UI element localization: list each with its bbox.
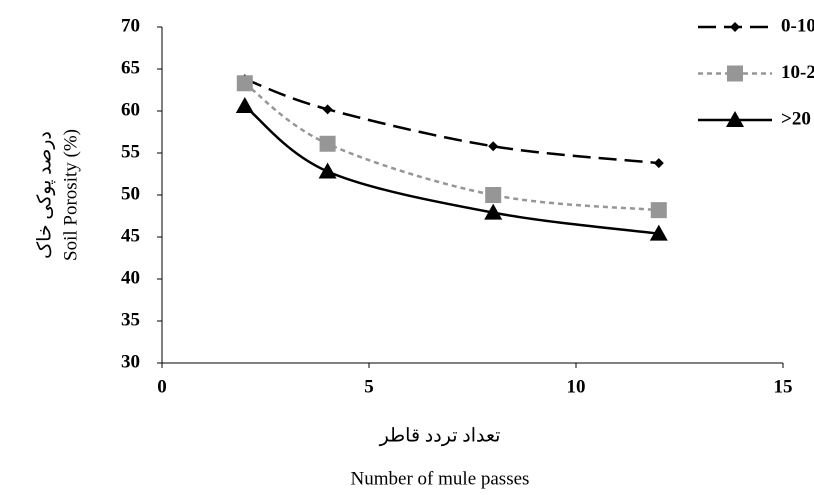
marker	[484, 203, 503, 220]
marker	[649, 224, 668, 241]
x-tick-label: 5	[364, 376, 374, 397]
legend-marker	[730, 22, 740, 32]
x-axis-label: تعداد تردد قاطر	[379, 425, 501, 446]
y-axis-label: درصد پوکی خاک	[34, 131, 55, 259]
legend-marker	[726, 111, 744, 127]
marker	[235, 96, 254, 113]
y-tick-label: 70	[121, 15, 140, 36]
marker	[319, 135, 336, 152]
legend-label: >20	[781, 108, 811, 129]
marker	[322, 104, 333, 115]
legend-marker	[727, 65, 743, 82]
y-tick-label: 65	[121, 57, 140, 78]
series-line	[244, 82, 659, 212]
series-line	[244, 104, 659, 235]
y-tick-label: 60	[121, 99, 140, 120]
x-tick-label: 0	[157, 376, 167, 397]
x-tick-label: 15	[774, 376, 793, 397]
y-tick-label: 40	[121, 267, 140, 288]
marker	[236, 75, 253, 92]
series-line	[244, 77, 659, 165]
marker	[653, 158, 664, 169]
marker	[488, 141, 499, 152]
x-tick-label: 10	[567, 376, 586, 397]
y-axis-label: Soil Porosity (%)	[60, 129, 81, 261]
y-tick-label: 50	[121, 183, 140, 204]
x-axis-label: Number of mule passes	[351, 468, 530, 489]
marker	[650, 202, 667, 219]
y-tick-label: 35	[121, 309, 140, 330]
legend-label: 0-10	[781, 15, 814, 36]
y-tick-label: 55	[121, 141, 140, 162]
y-tick-label: 45	[121, 225, 140, 246]
y-tick-label: 30	[121, 351, 140, 372]
marker	[485, 187, 502, 203]
legend-label: 10-20	[781, 62, 814, 83]
marker	[318, 162, 337, 179]
